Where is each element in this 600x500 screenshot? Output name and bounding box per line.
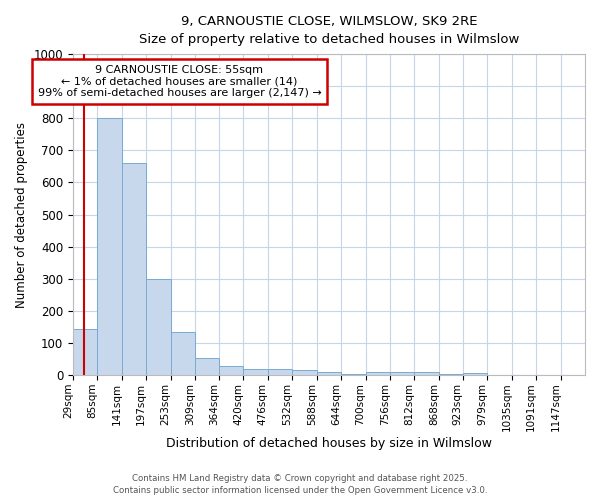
Bar xyxy=(439,374,463,375)
X-axis label: Distribution of detached houses by size in Wilmslow: Distribution of detached houses by size … xyxy=(166,437,492,450)
Text: Contains HM Land Registry data © Crown copyright and database right 2025.
Contai: Contains HM Land Registry data © Crown c… xyxy=(113,474,487,495)
Y-axis label: Number of detached properties: Number of detached properties xyxy=(15,122,28,308)
Bar xyxy=(73,328,97,375)
Bar xyxy=(390,372,415,375)
Bar xyxy=(268,370,292,375)
Bar xyxy=(463,374,487,375)
Bar xyxy=(244,370,268,375)
Bar xyxy=(365,372,390,375)
Text: 9 CARNOUSTIE CLOSE: 55sqm
← 1% of detached houses are smaller (14)
99% of semi-d: 9 CARNOUSTIE CLOSE: 55sqm ← 1% of detach… xyxy=(38,65,321,98)
Title: 9, CARNOUSTIE CLOSE, WILMSLOW, SK9 2RE
Size of property relative to detached hou: 9, CARNOUSTIE CLOSE, WILMSLOW, SK9 2RE S… xyxy=(139,15,519,46)
Bar xyxy=(292,370,317,375)
Bar xyxy=(341,374,365,375)
Bar xyxy=(170,332,195,375)
Bar xyxy=(195,358,219,375)
Bar xyxy=(415,372,439,375)
Bar xyxy=(122,163,146,375)
Bar xyxy=(146,279,170,375)
Bar xyxy=(219,366,244,375)
Bar xyxy=(97,118,122,375)
Bar xyxy=(317,372,341,375)
